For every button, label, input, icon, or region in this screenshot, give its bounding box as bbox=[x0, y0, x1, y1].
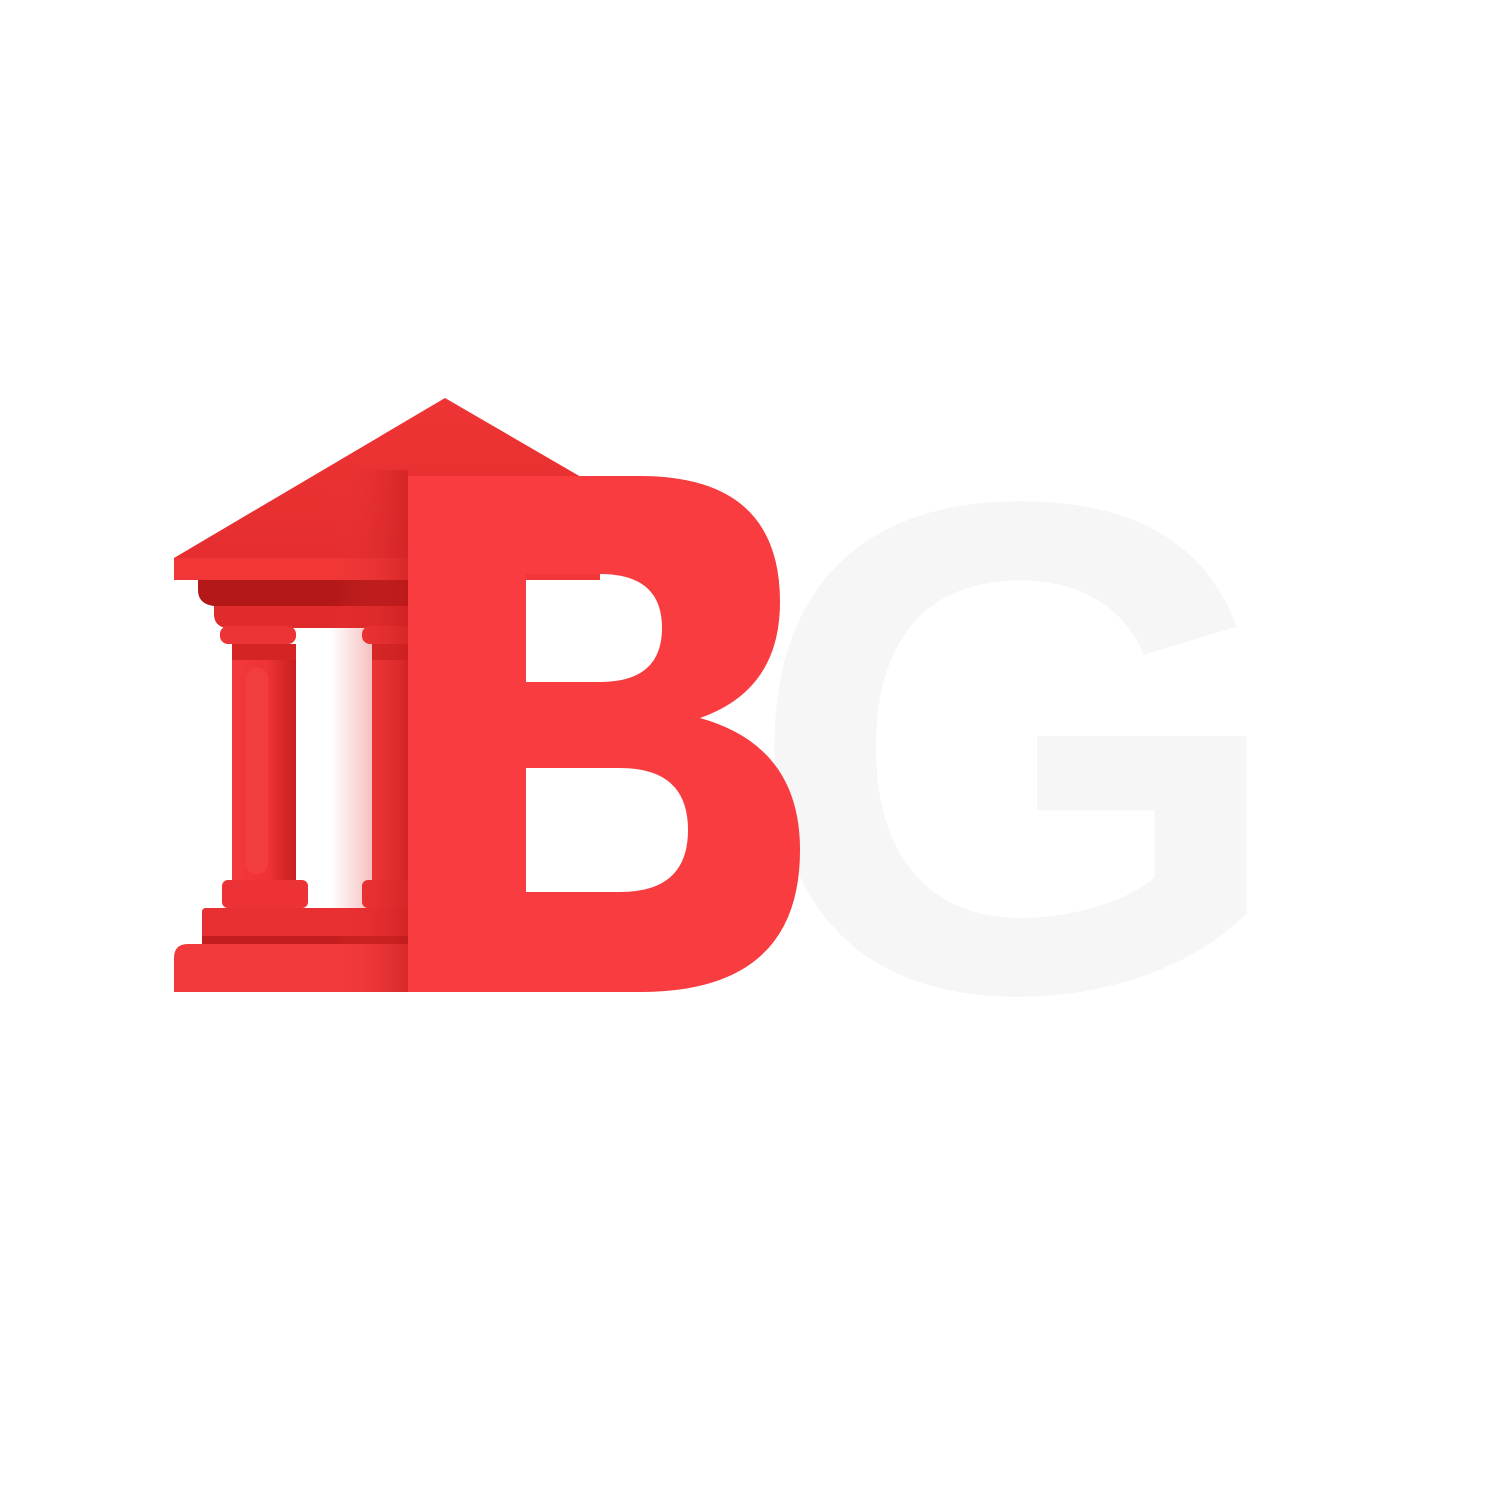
logo-letter-b-shape bbox=[408, 476, 800, 992]
logo-letter-g: G bbox=[746, 357, 1290, 1139]
